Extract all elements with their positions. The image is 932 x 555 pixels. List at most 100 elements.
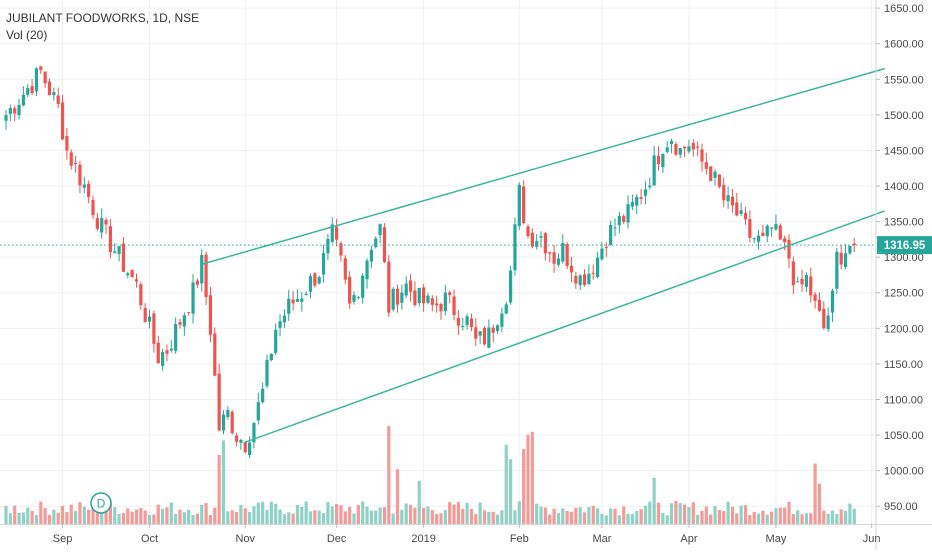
- volume-bar: [178, 509, 182, 524]
- candlestick: [770, 226, 774, 237]
- volume-bar: [269, 501, 273, 524]
- candle-body: [443, 292, 447, 312]
- candlestick: [213, 327, 217, 377]
- candle-body: [543, 233, 547, 254]
- candle-body: [561, 243, 565, 262]
- volume-bar: [8, 513, 12, 524]
- candle-body: [669, 140, 674, 145]
- time-tick-label: Sep: [53, 533, 73, 545]
- candle-body: [308, 276, 313, 292]
- candle-body: [269, 353, 273, 361]
- volume-bar: [735, 513, 739, 524]
- channel-trendlines[interactable]: [201, 67, 885, 443]
- volume-bar: [491, 511, 495, 524]
- volume-bar: [226, 511, 230, 524]
- volume-bar: [596, 508, 600, 524]
- volume-bar: [326, 502, 330, 524]
- volume-bar: [91, 503, 95, 524]
- candlestick: [43, 71, 47, 88]
- candle-body: [596, 257, 600, 278]
- time-tick-label: Nov: [235, 533, 255, 545]
- candle-body: [313, 273, 317, 286]
- candle-body: [756, 235, 761, 242]
- candlestick: [604, 241, 608, 258]
- candle-body: [91, 199, 95, 216]
- volume-bar: [465, 502, 469, 524]
- candle-body: [17, 105, 21, 116]
- candle-body: [261, 388, 265, 403]
- volume-bar: [504, 444, 508, 524]
- candle-body: [504, 304, 508, 314]
- volume-indicator-label[interactable]: Vol (20): [6, 28, 48, 42]
- volume-bar: [256, 502, 260, 524]
- volume-bar: [117, 514, 121, 524]
- candle-body: [752, 238, 756, 240]
- candlestick: [121, 236, 126, 272]
- candle-body: [108, 226, 112, 253]
- volume-bar: [696, 515, 700, 524]
- candlestick: [52, 87, 56, 101]
- symbol-title[interactable]: JUBILANT FOODWORKS, 1D, NSE: [6, 11, 200, 25]
- volume-bar: [669, 503, 674, 524]
- candlestick: [613, 218, 617, 237]
- volume-bar: [321, 513, 326, 524]
- volume-bar: [143, 510, 147, 524]
- volume-bar: [422, 507, 426, 524]
- candle-body: [565, 244, 569, 266]
- candlestick: [726, 186, 730, 209]
- candlestick: [269, 353, 273, 362]
- volume-bar: [509, 459, 513, 524]
- candle-body: [295, 298, 300, 302]
- candle-body: [13, 108, 17, 114]
- volume-bar: [413, 507, 417, 524]
- volume-bar: [361, 501, 365, 524]
- candlestick: [691, 139, 695, 157]
- trendline[interactable]: [244, 210, 885, 443]
- candle-body: [643, 189, 648, 196]
- candlestick: [243, 441, 247, 454]
- volume-bar: [704, 506, 708, 524]
- candlestick: [596, 251, 600, 279]
- volume-bar: [182, 512, 186, 524]
- candlestick: [622, 213, 626, 225]
- volume-bar: [526, 434, 530, 524]
- candle-body: [552, 252, 556, 264]
- candlestick: [422, 284, 426, 312]
- candle-body: [722, 184, 726, 201]
- volume-bar: [639, 509, 643, 524]
- volume-bar: [469, 509, 474, 524]
- candlestick: [291, 290, 295, 311]
- candle-body: [217, 373, 221, 431]
- volume-bar: [34, 515, 39, 524]
- price-tick-label: 1600.00: [884, 39, 924, 51]
- time-tick-label: Feb: [510, 533, 529, 545]
- candle-body: [265, 360, 269, 386]
- volume-bar: [356, 505, 360, 524]
- volume-bar: [791, 514, 795, 524]
- volume-bar: [300, 506, 304, 524]
- candlestick: [265, 354, 269, 389]
- volume-bar: [330, 506, 334, 524]
- volume-bar: [43, 507, 47, 524]
- candle-body: [513, 224, 517, 271]
- dividend-marker[interactable]: [90, 492, 112, 514]
- candlestick: [174, 317, 178, 354]
- volume-bar: [382, 507, 387, 524]
- candlestick: [574, 271, 578, 289]
- volume-bar: [756, 513, 761, 524]
- candlestick: [295, 289, 300, 303]
- volume-bar: [13, 505, 17, 524]
- volume-bar: [339, 505, 343, 524]
- time-tick-label: Oct: [141, 533, 158, 545]
- volume-bar: [335, 503, 339, 524]
- candle-body: [587, 273, 591, 284]
- time-axis[interactable]: Sep Oct Nov Dec 2019 Feb Mar Apr May Jun: [53, 524, 881, 545]
- candlestick: [648, 177, 652, 190]
- candle-body: [535, 241, 539, 247]
- candlestick: [313, 272, 317, 288]
- candle-body: [252, 422, 256, 443]
- trendline[interactable]: [201, 67, 885, 265]
